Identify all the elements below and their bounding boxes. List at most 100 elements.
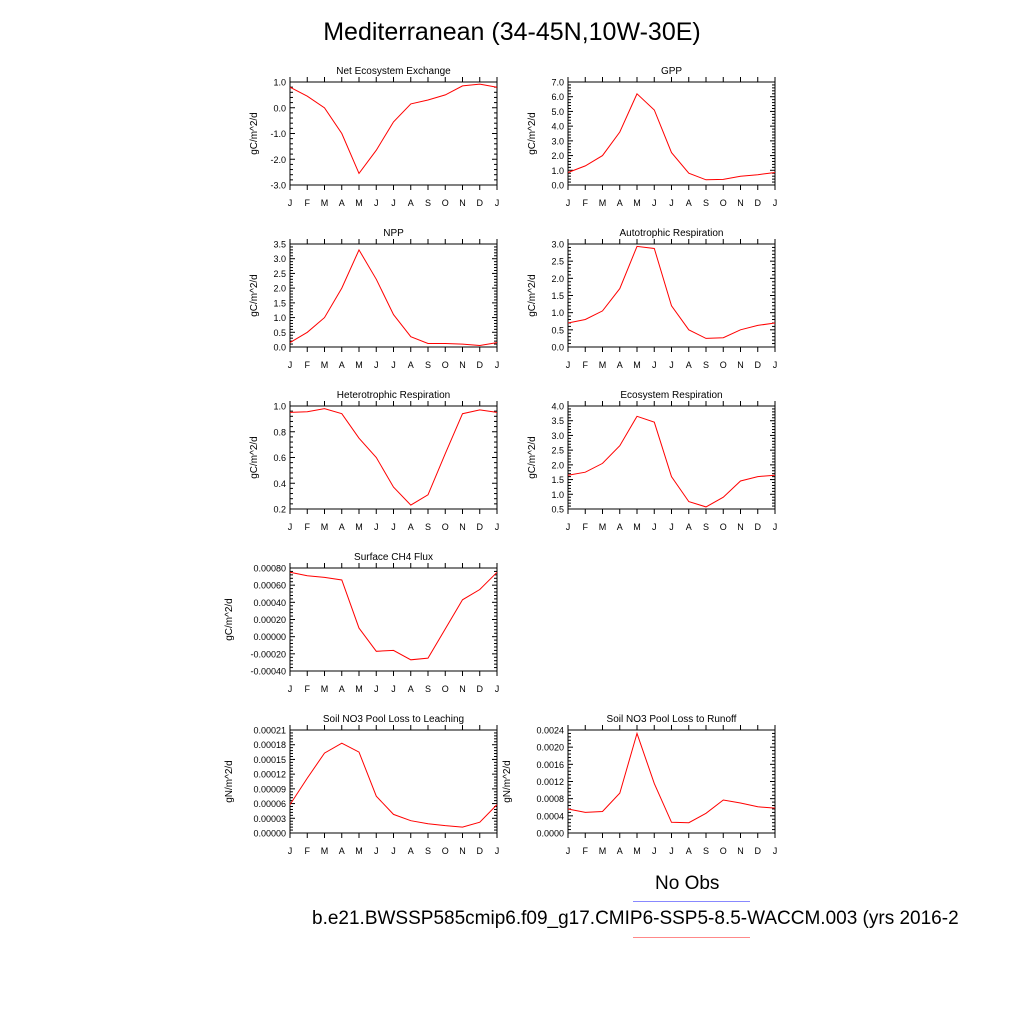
x-tick-label: A xyxy=(686,846,692,856)
y-tick-label: 5.0 xyxy=(551,107,564,117)
y-tick-label: 0.0024 xyxy=(536,726,564,736)
x-tick-label: J xyxy=(566,846,571,856)
x-tick-label: M xyxy=(355,198,363,208)
y-tick-label: 0.6 xyxy=(273,453,286,463)
y-tick-label: 0.5 xyxy=(551,505,564,515)
x-tick-label: J xyxy=(652,360,657,370)
x-tick-label: F xyxy=(583,360,589,370)
y-axis-label: gC/m^2/d xyxy=(224,598,235,641)
x-tick-label: J xyxy=(391,198,396,208)
y-tick-label: 2.0 xyxy=(551,151,564,161)
y-tick-label: -0.00040 xyxy=(250,667,286,677)
chart-title: Soil NO3 Pool Loss to Leaching xyxy=(323,714,464,725)
x-tick-label: J xyxy=(495,522,500,532)
x-tick-label: J xyxy=(288,360,293,370)
plot-frame xyxy=(289,81,498,186)
x-tick-label: A xyxy=(408,198,414,208)
series-line xyxy=(567,245,776,339)
chart-panel-9: Soil NO3 Pool Loss to Runoff gN/m^2/d 0.00… xyxy=(502,714,777,856)
series-line xyxy=(567,731,776,824)
y-tick-label: 4.0 xyxy=(551,402,564,412)
x-tick-label: N xyxy=(737,198,744,208)
x-tick-label: M xyxy=(355,522,363,532)
x-tick-label: J xyxy=(652,846,657,856)
y-tick-label: 4.0 xyxy=(551,122,564,132)
x-tick-label: S xyxy=(703,198,709,208)
chart-panel-7: Surface CH4 Flux gC/m^2/d -0.00040 -0.00020… xyxy=(224,552,499,694)
y-axis-label: gN/m^2/d xyxy=(224,760,235,803)
legend-obs-line xyxy=(633,901,750,902)
y-tick-label: 0.00060 xyxy=(253,581,286,591)
x-tick-label: M xyxy=(321,198,329,208)
x-tick-label: A xyxy=(408,846,414,856)
x-tick-label: M xyxy=(633,522,641,532)
x-tick-label: J xyxy=(374,522,379,532)
x-tick-label: J xyxy=(495,360,500,370)
x-tick-label: M xyxy=(321,684,329,694)
x-tick-label: F xyxy=(305,198,311,208)
y-tick-label: 0.00040 xyxy=(253,598,286,608)
x-tick-label: O xyxy=(442,684,449,694)
y-tick-label: 0.0008 xyxy=(536,794,564,804)
x-tick-label: A xyxy=(408,522,414,532)
y-tick-label: 1.0 xyxy=(273,78,286,88)
x-tick-label: N xyxy=(459,846,466,856)
y-axis-label: gC/m^2/d xyxy=(249,436,260,479)
plot-frame xyxy=(289,567,498,672)
y-tick-label: -2.0 xyxy=(270,155,286,165)
y-tick-label: 0.0 xyxy=(551,343,564,353)
chart-title: NPP xyxy=(383,228,404,239)
legend-model-label: b.e21.BWSSP585cmip6.f09_g17.CMIP6-SSP5-8… xyxy=(312,908,959,929)
x-tick-label: M xyxy=(599,846,607,856)
series-line xyxy=(289,571,498,661)
plot-frame xyxy=(289,405,498,510)
chart-title: Autotrophic Respiration xyxy=(620,228,724,239)
y-tick-label: 2.0 xyxy=(551,460,564,470)
y-tick-label: 0.2 xyxy=(273,505,286,515)
x-tick-label: J xyxy=(773,198,778,208)
x-tick-label: J xyxy=(773,522,778,532)
y-tick-label: 0.00006 xyxy=(253,799,286,809)
series-line xyxy=(289,408,498,506)
x-tick-label: O xyxy=(720,360,727,370)
x-tick-label: S xyxy=(703,846,709,856)
y-tick-label: 0.0016 xyxy=(536,760,564,770)
x-tick-label: J xyxy=(391,522,396,532)
y-tick-label: 2.0 xyxy=(273,284,286,294)
chart-title: Heterotrophic Respiration xyxy=(337,390,450,401)
x-tick-label: J xyxy=(288,846,293,856)
x-tick-label: A xyxy=(339,360,345,370)
chart-title: Net Ecosystem Exchange xyxy=(336,66,451,77)
chart-panel-4: Autotrophic Respiration gC/m^2/d 0.0 0.5 1.0… xyxy=(527,228,777,370)
y-axis-label: gN/m^2/d xyxy=(502,760,513,803)
x-tick-label: A xyxy=(617,198,623,208)
y-tick-label: 0.0004 xyxy=(536,811,564,821)
series-line xyxy=(289,742,498,828)
y-tick-label: 1.5 xyxy=(551,291,564,301)
x-tick-label: S xyxy=(703,522,709,532)
x-tick-label: A xyxy=(408,360,414,370)
x-tick-label: S xyxy=(703,360,709,370)
y-tick-label: 2.5 xyxy=(551,257,564,267)
y-tick-label: 0.00018 xyxy=(253,740,286,750)
y-tick-label: 0.0000 xyxy=(536,829,564,839)
x-tick-label: O xyxy=(720,522,727,532)
chart-title: Ecosystem Respiration xyxy=(620,390,722,401)
x-tick-label: S xyxy=(425,522,431,532)
x-tick-label: F xyxy=(583,846,589,856)
y-tick-label: 3.5 xyxy=(273,240,286,250)
x-tick-label: F xyxy=(305,846,311,856)
y-tick-label: 2.0 xyxy=(551,274,564,284)
y-tick-label: 3.0 xyxy=(551,431,564,441)
chart-panel-1: Net Ecosystem Exchange gC/m^2/d -3.0 -2.0 -1… xyxy=(249,66,499,208)
x-tick-label: J xyxy=(669,198,674,208)
y-tick-label: -0.00020 xyxy=(250,649,286,659)
legend-model-line xyxy=(633,937,750,938)
x-tick-label: A xyxy=(339,198,345,208)
x-tick-label: N xyxy=(737,360,744,370)
x-tick-label: D xyxy=(477,846,484,856)
plot-frame xyxy=(289,729,498,834)
x-tick-label: N xyxy=(737,522,744,532)
x-tick-label: D xyxy=(755,360,762,370)
